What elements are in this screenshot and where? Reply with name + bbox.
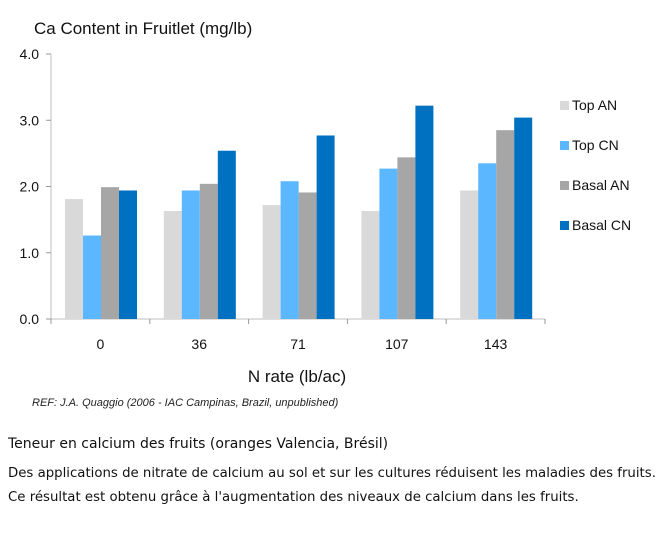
bar-top-cn (181, 190, 200, 319)
bar-top-cn (280, 181, 299, 319)
bar-top-an (163, 211, 182, 319)
legend-swatch (560, 221, 569, 230)
bar-top-an (65, 199, 83, 319)
legend-swatch (560, 101, 569, 110)
x-tick-label: 107 (385, 336, 409, 352)
bar-basal-cn (119, 190, 137, 319)
bar-top-cn (379, 168, 398, 319)
caption-text: Des applications de nitrate de calcium a… (8, 466, 656, 505)
y-tick-label: 3.0 (20, 112, 40, 128)
bar-basal-an (199, 183, 218, 319)
legend-label: Basal CN (572, 217, 631, 233)
bar-basal-an (397, 157, 416, 319)
chart-title: Ca Content in Fruitlet (mg/lb) (34, 19, 252, 38)
caption-heading: Teneur en calcium des fruits (oranges Va… (8, 436, 389, 452)
bar-basal-cn (415, 105, 434, 319)
y-tick-label: 1.0 (20, 245, 40, 261)
bar-basal-an (298, 192, 317, 319)
bar-chart: Ca Content in Fruitlet (mg/lb) 0.0 1.0 2.0… (20, 19, 632, 386)
y-tick-label: 2.0 (20, 179, 40, 195)
x-axis-label: N rate (lb/ac) (248, 367, 346, 386)
x-tick-label: 71 (290, 336, 306, 352)
bar-basal-an (496, 130, 515, 319)
bar-basal-an (101, 187, 119, 319)
y-tick-label: 4.0 (20, 46, 40, 62)
y-tick-label: 0.0 (20, 311, 40, 327)
legend-label: Top CN (572, 137, 619, 153)
x-tick-label: 143 (484, 336, 508, 352)
reference-note: REF: J.A. Quaggio (2006 - IAC Campinas, … (32, 397, 339, 409)
legend-swatch (560, 141, 569, 150)
bar-top-an (361, 211, 380, 319)
x-tick-label: 0 (97, 336, 105, 352)
legend-label: Top AN (572, 97, 617, 113)
x-tick-label: 36 (191, 336, 207, 352)
bar-basal-cn (316, 135, 335, 319)
bar-basal-cn (514, 117, 533, 319)
bar-top-cn (83, 235, 101, 319)
bar-top-an (262, 205, 281, 319)
bar-top-an (460, 190, 479, 319)
legend-label: Basal AN (572, 177, 630, 193)
bar-top-cn (478, 163, 497, 319)
bar-basal-cn (217, 150, 236, 319)
legend-swatch (560, 181, 569, 190)
